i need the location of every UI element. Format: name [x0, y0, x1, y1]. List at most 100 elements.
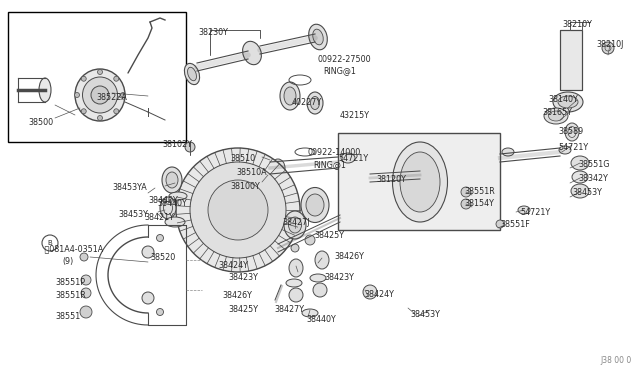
Text: 38453Y: 38453Y [410, 310, 440, 319]
Ellipse shape [502, 148, 514, 156]
Ellipse shape [553, 92, 583, 112]
Text: RING@1: RING@1 [313, 160, 346, 169]
Circle shape [602, 42, 614, 54]
Ellipse shape [166, 172, 178, 188]
Ellipse shape [313, 29, 323, 45]
Circle shape [190, 162, 286, 258]
Ellipse shape [571, 156, 589, 170]
Text: 38140Y: 38140Y [548, 95, 578, 104]
Circle shape [176, 148, 300, 272]
Text: 00922-14000: 00922-14000 [308, 148, 361, 157]
Ellipse shape [91, 86, 109, 104]
Ellipse shape [83, 77, 118, 113]
Text: 38520: 38520 [150, 253, 175, 262]
Bar [560, 30, 582, 90]
Ellipse shape [572, 171, 588, 183]
Circle shape [81, 275, 91, 285]
Text: Ⓑ081A4-0351A: Ⓑ081A4-0351A [42, 244, 103, 253]
Circle shape [114, 109, 119, 114]
Circle shape [142, 292, 154, 304]
Ellipse shape [306, 194, 324, 216]
Text: 38589: 38589 [558, 127, 583, 136]
Text: 38551F: 38551F [500, 220, 530, 229]
Text: 38551: 38551 [55, 312, 80, 321]
Ellipse shape [289, 217, 301, 233]
Circle shape [74, 93, 79, 97]
Ellipse shape [284, 87, 296, 105]
Text: 38427J: 38427J [282, 218, 310, 227]
Ellipse shape [289, 259, 303, 277]
Text: 38230Y: 38230Y [198, 28, 228, 37]
Text: 38500: 38500 [28, 118, 53, 127]
Text: 38453Y: 38453Y [118, 210, 148, 219]
Text: 38421Y: 38421Y [144, 213, 174, 222]
Text: RING@1: RING@1 [323, 66, 356, 75]
Ellipse shape [565, 123, 579, 141]
Circle shape [80, 306, 92, 318]
Circle shape [185, 142, 195, 152]
Ellipse shape [160, 197, 176, 219]
Ellipse shape [571, 184, 589, 198]
Ellipse shape [75, 69, 125, 121]
Ellipse shape [289, 288, 303, 302]
Circle shape [97, 70, 102, 74]
Text: 38210J: 38210J [596, 40, 623, 49]
Ellipse shape [39, 78, 51, 102]
Bar [8, 12, 186, 142]
Text: 38120Y: 38120Y [376, 175, 406, 184]
Ellipse shape [310, 274, 326, 282]
Text: 38423Y: 38423Y [228, 273, 258, 282]
Text: 54721Y: 54721Y [520, 208, 550, 217]
Ellipse shape [188, 67, 196, 81]
Text: 38426Y: 38426Y [222, 291, 252, 300]
Text: 38424Y: 38424Y [218, 261, 248, 270]
Circle shape [305, 235, 315, 245]
Text: 38100Y: 38100Y [230, 182, 260, 191]
Circle shape [114, 76, 119, 81]
Circle shape [142, 246, 154, 258]
Text: J38 00 0: J38 00 0 [601, 356, 632, 365]
Ellipse shape [315, 251, 329, 269]
Circle shape [157, 234, 163, 241]
Text: 38522A: 38522A [96, 93, 127, 102]
Ellipse shape [243, 41, 261, 65]
Ellipse shape [169, 192, 187, 200]
Ellipse shape [308, 24, 327, 50]
Ellipse shape [558, 96, 578, 108]
Text: 38425Y: 38425Y [314, 231, 344, 240]
Ellipse shape [310, 96, 319, 109]
Circle shape [208, 180, 268, 240]
Ellipse shape [184, 63, 200, 84]
Circle shape [97, 115, 102, 121]
Bar [338, 133, 500, 230]
Ellipse shape [363, 285, 377, 299]
Text: 38423Y: 38423Y [324, 273, 354, 282]
Ellipse shape [313, 283, 327, 297]
Ellipse shape [162, 167, 182, 193]
Text: 00922-27500: 00922-27500 [318, 55, 372, 64]
Ellipse shape [392, 142, 447, 222]
Text: 54721Y: 54721Y [338, 154, 368, 163]
Text: 38551P: 38551P [55, 278, 85, 287]
Ellipse shape [165, 217, 185, 227]
Text: 38424Y: 38424Y [364, 290, 394, 299]
Text: 38510: 38510 [230, 154, 255, 163]
Text: (9): (9) [62, 257, 73, 266]
Text: 38551G: 38551G [578, 160, 609, 169]
Circle shape [80, 253, 88, 261]
Circle shape [81, 288, 91, 298]
Ellipse shape [271, 159, 285, 177]
Text: 40227Y: 40227Y [292, 98, 322, 107]
Circle shape [496, 220, 504, 228]
Text: 38342Y: 38342Y [578, 174, 608, 183]
Text: 43215Y: 43215Y [340, 111, 370, 120]
Text: 38210Y: 38210Y [562, 20, 592, 29]
Text: B: B [47, 240, 52, 246]
Text: 38551R: 38551R [55, 291, 86, 300]
Text: 38425Y: 38425Y [228, 305, 258, 314]
Ellipse shape [280, 82, 300, 110]
Text: 38165Y: 38165Y [542, 108, 572, 117]
Circle shape [291, 244, 299, 252]
Text: 38102Y: 38102Y [162, 140, 192, 149]
Circle shape [157, 308, 163, 315]
